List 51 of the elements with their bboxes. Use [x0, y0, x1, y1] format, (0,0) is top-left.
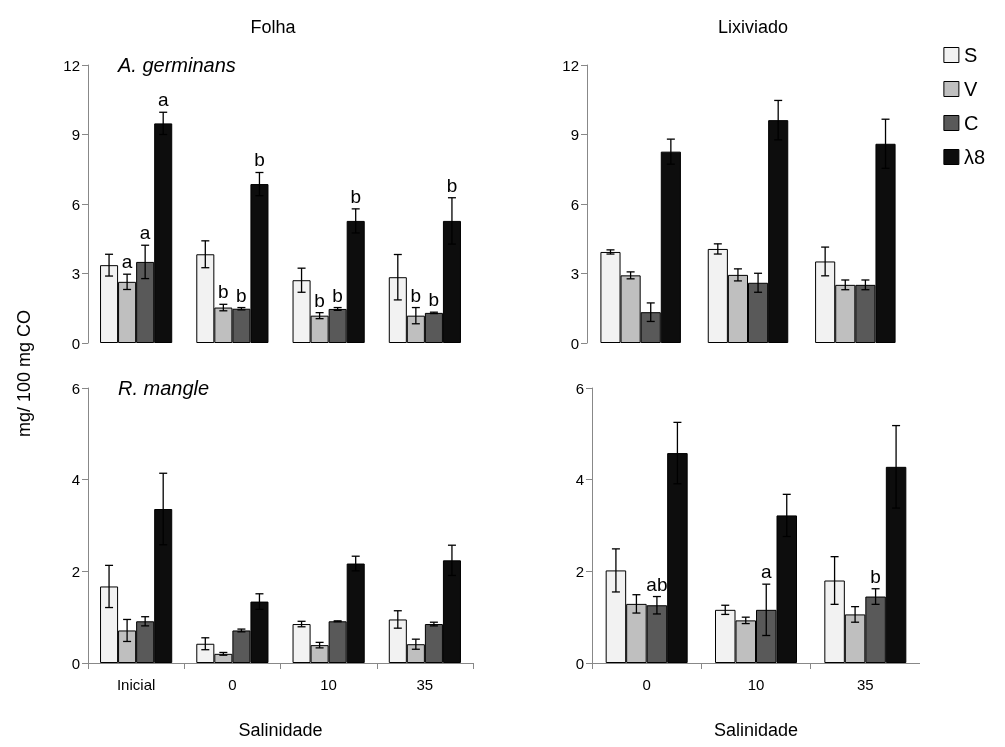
- data-label: b: [218, 281, 229, 303]
- data-label: b: [446, 174, 458, 196]
- data-label: b: [870, 565, 881, 587]
- x-tick-label: Inicial: [116, 676, 156, 693]
- legend-label: V: [963, 78, 978, 100]
- y-axis-title: mg/ 100 mg CO: [14, 309, 34, 438]
- data-label: ab: [646, 573, 668, 595]
- x-tick-label: 10: [747, 676, 765, 693]
- x-tick-label: 35: [416, 676, 434, 693]
- y-tick-label: 3: [570, 265, 579, 282]
- y-tick-label: 6: [71, 195, 80, 213]
- y-tick-label: 6: [575, 379, 584, 397]
- x-tick-label: 0: [642, 676, 651, 693]
- data-label: a: [157, 89, 169, 111]
- y-tick-label: 9: [570, 126, 579, 143]
- y-tick-label: 6: [570, 195, 579, 213]
- x-tick-label: 10: [320, 676, 337, 693]
- y-tick-label: 12: [562, 56, 579, 74]
- data-label: b: [236, 284, 247, 306]
- data-label: b: [332, 284, 343, 306]
- data-label: b: [428, 289, 440, 311]
- y-tick-label: 12: [63, 56, 80, 74]
- legend-label: C: [963, 112, 979, 134]
- data-label: a: [121, 251, 133, 273]
- y-tick-label: 4: [71, 471, 80, 489]
- data-label: b: [254, 149, 265, 171]
- y-tick-label: 6: [71, 379, 80, 397]
- y-tick-label: 3: [71, 265, 80, 282]
- chart-title: Lixiviado: [718, 17, 789, 37]
- x-axis-title: Salinidade: [713, 720, 799, 740]
- y-tick-label: 0: [71, 334, 80, 352]
- x-tick-label: 0: [228, 676, 237, 693]
- y-tick-label: 9: [71, 126, 80, 143]
- y-tick-label: 0: [570, 334, 579, 352]
- annotation: A. germinans: [117, 54, 236, 76]
- annotation: R. mangle: [118, 377, 210, 399]
- data-label: b: [314, 289, 325, 311]
- data-label: a: [139, 222, 151, 244]
- data-label: b: [350, 185, 361, 207]
- y-tick-label: 0: [575, 654, 584, 672]
- x-axis-title: Salinidade: [238, 720, 323, 740]
- y-tick-label: 4: [575, 471, 584, 489]
- x-tick-label: 35: [856, 676, 874, 693]
- y-tick-label: 2: [71, 562, 80, 580]
- chart-title: Folha: [250, 17, 297, 37]
- y-tick-label: 2: [575, 562, 584, 580]
- legend-label: λ8: [963, 146, 985, 168]
- legend-label: S: [963, 44, 978, 66]
- data-label: b: [410, 284, 422, 306]
- y-tick-label: 0: [71, 654, 80, 672]
- data-label: a: [760, 561, 772, 583]
